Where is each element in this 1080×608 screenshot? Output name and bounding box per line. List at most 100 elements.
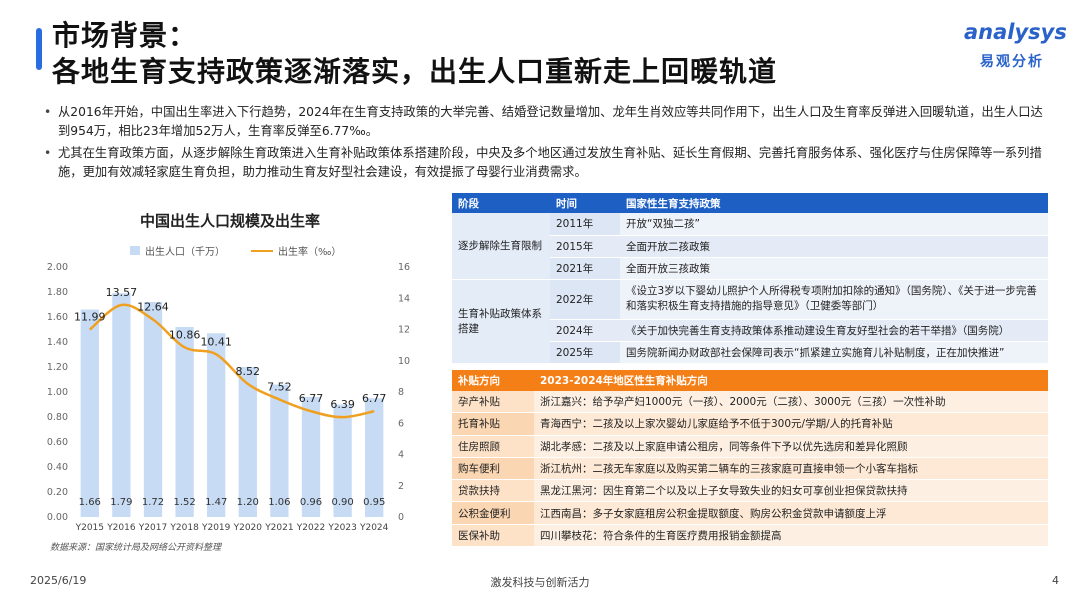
y-right-tick-label: 0 — [398, 512, 404, 523]
y-right-tick-label: 16 — [398, 262, 410, 273]
subsidy-table: 补贴方向 2023-2024年地区性生育补贴方向 孕产补贴 浙江嘉兴：给予孕产妇1… — [452, 370, 1048, 548]
title-accent-bar — [36, 28, 42, 70]
line-value-label: 11.99 — [74, 311, 106, 324]
bar-value-label: 1.52 — [173, 497, 195, 508]
y-left-tick-label: 0.40 — [47, 462, 68, 473]
y-left-tick-label: 1.60 — [47, 312, 68, 323]
y-right-tick-label: 14 — [398, 293, 410, 304]
subsidy-header-category: 补贴方向 — [452, 370, 534, 391]
bar-value-label: 0.90 — [331, 497, 353, 508]
subsidy-header-desc: 2023-2024年地区性生育补贴方向 — [534, 370, 1048, 391]
y-left-tick-label: 0.00 — [47, 512, 68, 523]
bar — [207, 333, 226, 517]
y-left-tick-label: 0.80 — [47, 412, 68, 423]
y-left-tick-label: 1.20 — [47, 362, 68, 373]
logo-subtitle: 易观分析 — [980, 54, 1044, 70]
policy-table: 阶段 时间 国家性生育支持政策 逐步解除生育限制 2011年 开放“双独二孩” … — [452, 193, 1048, 364]
policy-year: 2011年 — [550, 213, 620, 236]
line-value-label: 6.39 — [330, 398, 355, 411]
bar-value-label: 1.79 — [110, 497, 132, 508]
line-value-label: 6.77 — [362, 392, 387, 405]
x-tick-label: Y2016 — [106, 523, 136, 533]
analysys-logo: analysys 易观分析 — [958, 20, 1068, 80]
line-value-label: 7.52 — [267, 381, 292, 394]
bar — [112, 293, 131, 517]
subsidy-category: 公积金便利 — [452, 501, 534, 525]
subsidy-desc: 湖北孝感：二孩及以上家庭申请公租房，同等条件下予以优先选房和差异化照顾 — [534, 435, 1048, 458]
page-number: 4 — [1052, 574, 1059, 587]
legend-bar-item: 出生人口（千万） — [130, 243, 225, 258]
bar — [143, 302, 163, 517]
legend-line-label: 出生率（‰） — [278, 247, 342, 258]
line-value-label: 8.52 — [236, 365, 260, 378]
bar — [270, 384, 289, 517]
subsidy-category: 孕产补贴 — [452, 391, 534, 414]
legend-bar-swatch — [130, 246, 140, 255]
subsidy-desc: 青海西宁：二孩及以上家次婴幼儿家庭给予不低于300元/学期/人的托育补贴 — [534, 412, 1048, 436]
subsidy-category: 托育补贴 — [452, 412, 534, 436]
y-right-tick-label: 2 — [398, 481, 404, 492]
y-right-tick-label: 6 — [398, 418, 404, 429]
policy-stage: 生育补贴政策体系搭建 — [452, 279, 550, 364]
policy-stage: 逐步解除生育限制 — [452, 213, 550, 280]
bar-value-label: 0.96 — [300, 497, 322, 508]
x-tick-label: Y2015 — [75, 523, 104, 533]
policy-content: 《关于加快完善生育支持政策体系推动建设生育友好型社会的若干举措》（国务院） — [620, 319, 1048, 342]
policy-content: 开放“双独二孩” — [620, 213, 1048, 236]
bar — [365, 398, 384, 517]
line-value-label: 10.86 — [169, 328, 201, 341]
bar-value-label: 0.95 — [363, 497, 385, 508]
x-tick-label: Y2017 — [138, 523, 167, 533]
bar-value-label: 1.20 — [237, 497, 259, 508]
y-left-tick-label: 0.20 — [47, 487, 68, 498]
policy-content: 国务院新闻办财政部社会保障司表示“抓紧建立实施育儿补贴制度，正在加快推进” — [620, 341, 1048, 364]
bar-value-label: 1.47 — [205, 497, 227, 508]
bullet-list: 从2016年开始，中国出生率进入下行趋势，2024年在生育支持政策的大举完善、结… — [40, 103, 1050, 185]
line-value-label: 13.57 — [106, 286, 137, 299]
policy-content: 全面开放三孩政策 — [620, 257, 1048, 280]
subsidy-desc: 江西南昌：多子女家庭租房公积金提取额度、购房公积金贷款申请额度上浮 — [534, 501, 1048, 525]
x-tick-label: Y2024 — [359, 523, 389, 533]
policy-header-content: 国家性生育支持政策 — [620, 193, 1048, 213]
legend-line-item: 出生率（‰） — [251, 243, 341, 258]
bullet-item: 尤其在生育政策方面，从逐步解除生育政策进入生育补贴政策体系搭建阶段，中央及多个地… — [40, 144, 1050, 182]
x-tick-label: Y2018 — [169, 523, 199, 533]
x-tick-label: Y2019 — [201, 523, 231, 533]
bar — [80, 309, 99, 517]
chart-legend: 出生人口（千万） 出生率（‰） — [130, 243, 341, 258]
policy-year: 2021年 — [550, 257, 620, 280]
policy-year: 2025年 — [550, 341, 620, 364]
birth-rate-line — [88, 303, 375, 419]
birth-chart: 0.00 0.20 0.40 0.60 0.80 1.00 1.20 1.40 1.60 1.80… — [47, 262, 410, 533]
y-left-tick-label: 1.40 — [47, 337, 68, 348]
logo-wordmark: analysys — [964, 20, 1067, 44]
policy-year: 2015年 — [550, 235, 620, 258]
bar — [333, 404, 352, 517]
y-right-tick-label: 12 — [398, 325, 410, 336]
line-value-label: 10.41 — [200, 335, 232, 348]
policy-content: 《设立3岁以下婴幼儿照护个人所得税专项附加扣除的通知》（国务院）、《关于进一步完… — [620, 279, 1048, 320]
y-left-tick-label: 0.60 — [47, 437, 68, 448]
bar — [301, 397, 321, 517]
chart-title: 中国出生人口规模及出生率 — [140, 212, 321, 230]
bar-value-label: 1.72 — [142, 497, 164, 508]
y-left-tick-label: 1.80 — [47, 287, 68, 298]
footer-slogan: 激发科技与创新活力 — [490, 576, 590, 589]
subsidy-desc: 浙江杭州：二孩无车家庭以及购买第二辆车的三孩家庭可直接申领一个小客车指标 — [534, 457, 1048, 481]
page-title-line2: 各地生育支持政策逐渐落实，出生人口重新走上回暖轨道 — [52, 55, 778, 88]
x-tick-label: Y2022 — [296, 523, 325, 533]
y-right-tick-label: 10 — [398, 356, 410, 367]
bullet-item: 从2016年开始，中国出生率进入下行趋势，2024年在生育支持政策的大举完善、结… — [40, 103, 1050, 141]
x-tick-label: Y2020 — [233, 523, 263, 533]
legend-line-swatch — [251, 249, 273, 252]
policy-header-time: 时间 — [550, 193, 620, 213]
data-source: 数据来源：国家统计局及网络公开资料整理 — [50, 543, 222, 553]
line-value-label: 12.64 — [137, 301, 169, 314]
line-value-label: 6.77 — [299, 392, 324, 405]
page-title-line1: 市场背景： — [52, 19, 198, 52]
subsidy-desc: 黑龙江黑河：因生育第二个以及以上子女导致失业的妇女可享创业担保贷款扶持 — [534, 479, 1048, 503]
legend-bar-label: 出生人口（千万） — [145, 247, 225, 258]
y-left-tick-label: 1.00 — [47, 387, 68, 398]
subsidy-category: 住房照顾 — [452, 435, 534, 458]
y-right-tick-label: 8 — [398, 387, 404, 398]
